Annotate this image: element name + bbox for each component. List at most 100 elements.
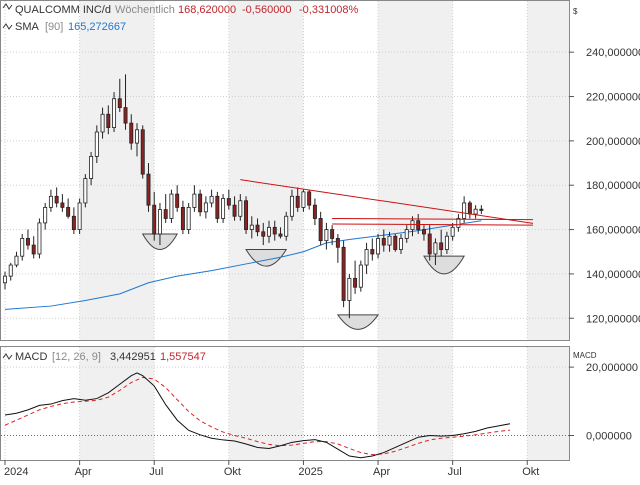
candle-up bbox=[238, 200, 243, 217]
symbol-title: QUALCOMM INC/d bbox=[15, 4, 111, 16]
candle-up bbox=[399, 238, 403, 250]
x-tick-label: Apr bbox=[373, 466, 390, 478]
candle-up bbox=[444, 235, 449, 250]
candle-down bbox=[25, 238, 30, 246]
candle-down bbox=[54, 195, 59, 204]
candle-up bbox=[221, 198, 226, 219]
macd-line bbox=[4, 372, 511, 459]
candle-up bbox=[450, 226, 455, 237]
candle-up bbox=[14, 255, 19, 266]
candle-up bbox=[157, 209, 162, 235]
sma-layer bbox=[4, 220, 482, 310]
price-change-percent: -0,331008% bbox=[299, 4, 359, 16]
price-band bbox=[228, 1, 304, 340]
candle-down bbox=[295, 195, 300, 208]
collapse-icon[interactable] bbox=[2, 3, 13, 10]
candle-up bbox=[410, 220, 415, 230]
candle-up bbox=[267, 226, 271, 237]
candle-up bbox=[347, 277, 352, 301]
candle-down bbox=[198, 193, 203, 213]
candle-up bbox=[94, 131, 99, 157]
candle-down bbox=[439, 242, 444, 250]
background-bands bbox=[79, 1, 569, 460]
signal-line bbox=[4, 376, 511, 456]
cup-pattern bbox=[423, 255, 465, 275]
candle-up bbox=[404, 229, 409, 239]
interval-label: Wöchentlich bbox=[115, 4, 175, 16]
sma-indicator-icon[interactable] bbox=[2, 23, 13, 30]
x-tick-label: Okt bbox=[522, 466, 539, 478]
last-price: 168,620000 bbox=[178, 4, 236, 16]
macd-params: [12, 26, 9] bbox=[52, 351, 101, 363]
candle-up bbox=[37, 222, 42, 255]
candle-up bbox=[8, 264, 13, 277]
candle-up bbox=[48, 195, 53, 208]
price-band bbox=[378, 1, 453, 340]
macd-indicator-icon[interactable] bbox=[2, 353, 13, 360]
cup-pattern bbox=[336, 314, 380, 330]
currency-label: $ bbox=[573, 7, 578, 16]
macd-band bbox=[527, 347, 569, 460]
candle-down bbox=[152, 204, 157, 235]
price-tick-label: 180,000000 bbox=[586, 180, 640, 192]
trendlines bbox=[240, 179, 534, 226]
candle-down bbox=[129, 122, 134, 144]
candle-up bbox=[433, 242, 438, 255]
candles bbox=[3, 74, 484, 319]
trendline bbox=[332, 217, 534, 221]
macd-layer bbox=[1, 372, 569, 459]
candle-down bbox=[370, 249, 375, 255]
candle-down bbox=[175, 193, 180, 208]
price-tick-label: 140,000000 bbox=[586, 269, 640, 281]
candle-down bbox=[60, 202, 65, 208]
x-tick-label: 2025 bbox=[298, 466, 322, 478]
candle-up bbox=[192, 193, 197, 208]
candle-down bbox=[261, 231, 266, 237]
macd-y-axis: 0,000000 20,000000 bbox=[569, 362, 638, 442]
candle-up bbox=[249, 224, 254, 230]
candle-up bbox=[3, 275, 7, 284]
candle-down bbox=[163, 209, 168, 219]
candle-down bbox=[244, 200, 249, 230]
candle-down bbox=[467, 202, 472, 215]
macd-tick-label: 0,000000 bbox=[586, 430, 632, 442]
x-tick-label: Apr bbox=[75, 466, 92, 478]
candle-up bbox=[473, 208, 478, 215]
candle-down bbox=[71, 215, 76, 230]
macd-value: 3,442951 bbox=[110, 351, 156, 363]
candle-down bbox=[117, 98, 122, 109]
price-change: -0,560000 bbox=[242, 4, 292, 16]
candle-down bbox=[278, 233, 283, 237]
price-tick-label: 120,000000 bbox=[586, 313, 640, 325]
trendline bbox=[240, 179, 534, 224]
candle-up bbox=[100, 113, 105, 133]
sma-param: [90] bbox=[45, 21, 63, 33]
candle-up bbox=[209, 195, 214, 204]
x-axis: 2024 Apr Jul Okt 2025 Apr Jul Okt bbox=[4, 460, 539, 478]
candle-down bbox=[335, 238, 340, 248]
candle-up bbox=[186, 206, 191, 230]
candle-down bbox=[318, 218, 323, 242]
price-tick-label: 200,000000 bbox=[586, 136, 640, 148]
candle-up bbox=[462, 202, 467, 219]
candle-up bbox=[289, 195, 294, 217]
x-tick-label: Jul bbox=[149, 466, 163, 478]
candle-down bbox=[232, 204, 237, 217]
candle-up bbox=[169, 193, 174, 219]
trendline bbox=[332, 223, 534, 226]
price-tick-label: 160,000000 bbox=[586, 225, 640, 237]
candle-up bbox=[324, 229, 329, 242]
candle-up bbox=[20, 238, 25, 257]
macd-tick-label: 20,000000 bbox=[586, 362, 638, 374]
candle-up bbox=[284, 215, 289, 237]
header-legend: QUALCOMM INC/d Wöchentlich 168,620000 -0… bbox=[2, 3, 597, 363]
candle-up bbox=[364, 249, 369, 266]
candle-down bbox=[255, 224, 260, 233]
sma-value: 165,272667 bbox=[68, 21, 126, 33]
candle-up bbox=[203, 202, 208, 213]
signal-value: 1,557547 bbox=[160, 351, 206, 363]
macd-axis-label: MACD bbox=[573, 351, 597, 360]
candle-down bbox=[31, 244, 36, 255]
